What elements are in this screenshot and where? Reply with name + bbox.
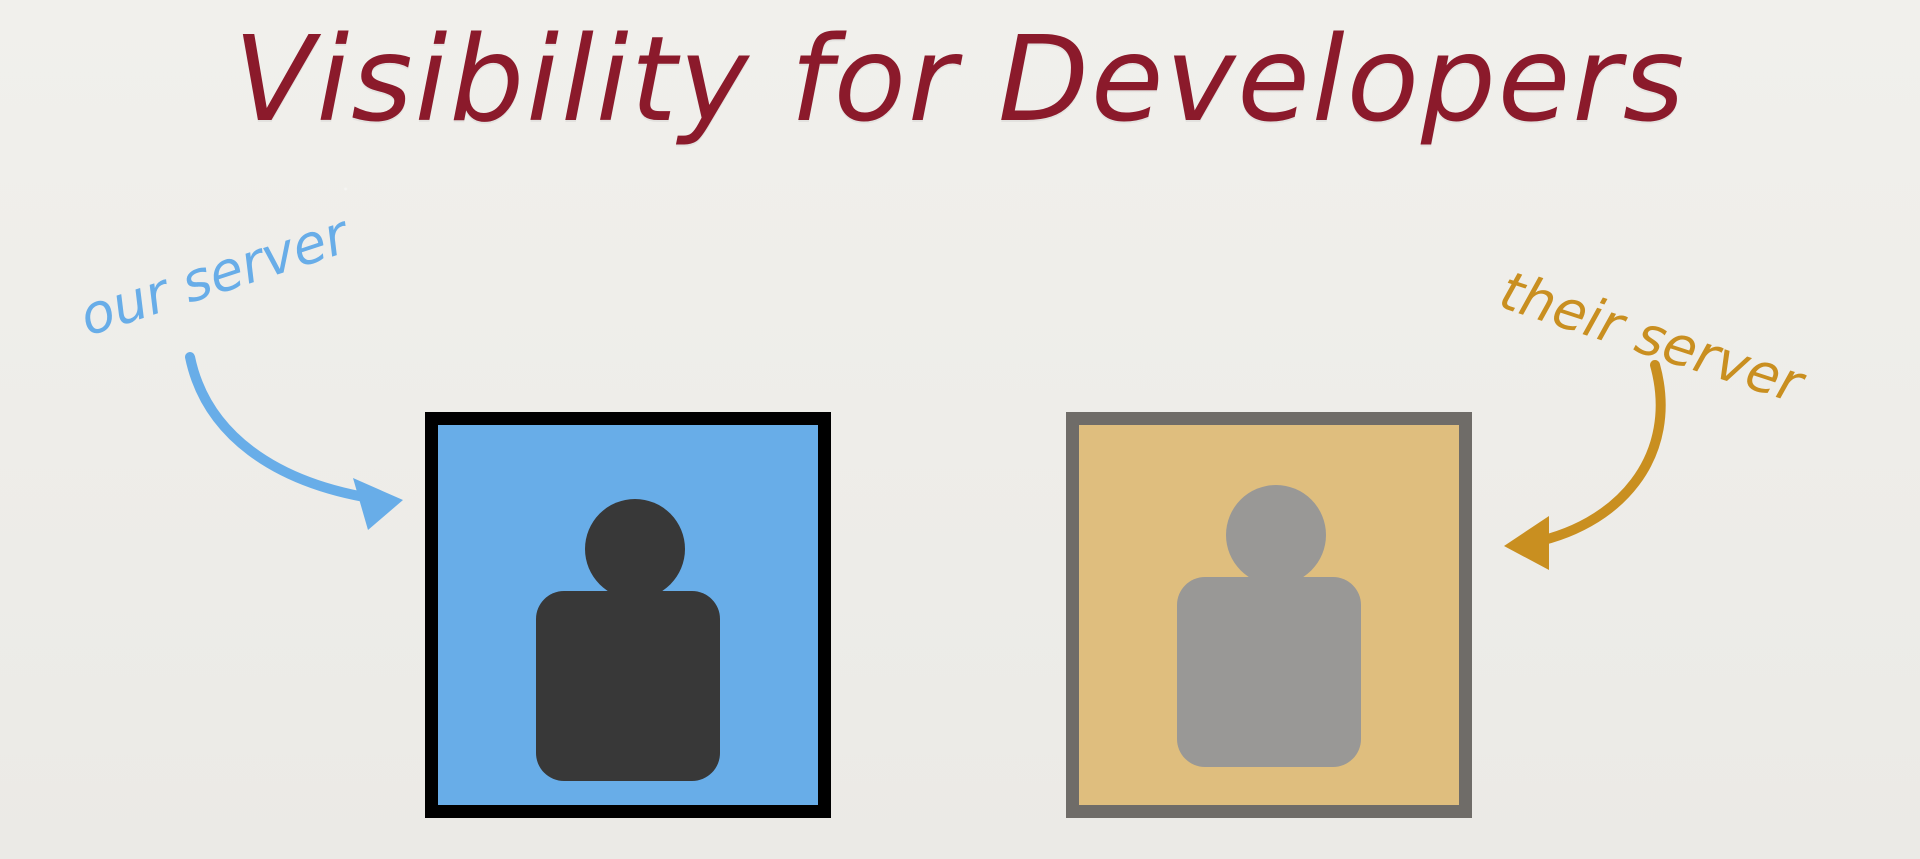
page-title: Visibility for Developers bbox=[233, 10, 1687, 148]
person-head bbox=[585, 499, 685, 599]
person-body bbox=[536, 591, 720, 781]
person-icon bbox=[438, 425, 818, 805]
person-head bbox=[1226, 485, 1326, 585]
our-server-box bbox=[425, 412, 831, 818]
person-icon bbox=[1079, 425, 1459, 805]
their-server-box bbox=[1066, 412, 1472, 818]
person-body bbox=[1177, 577, 1361, 767]
